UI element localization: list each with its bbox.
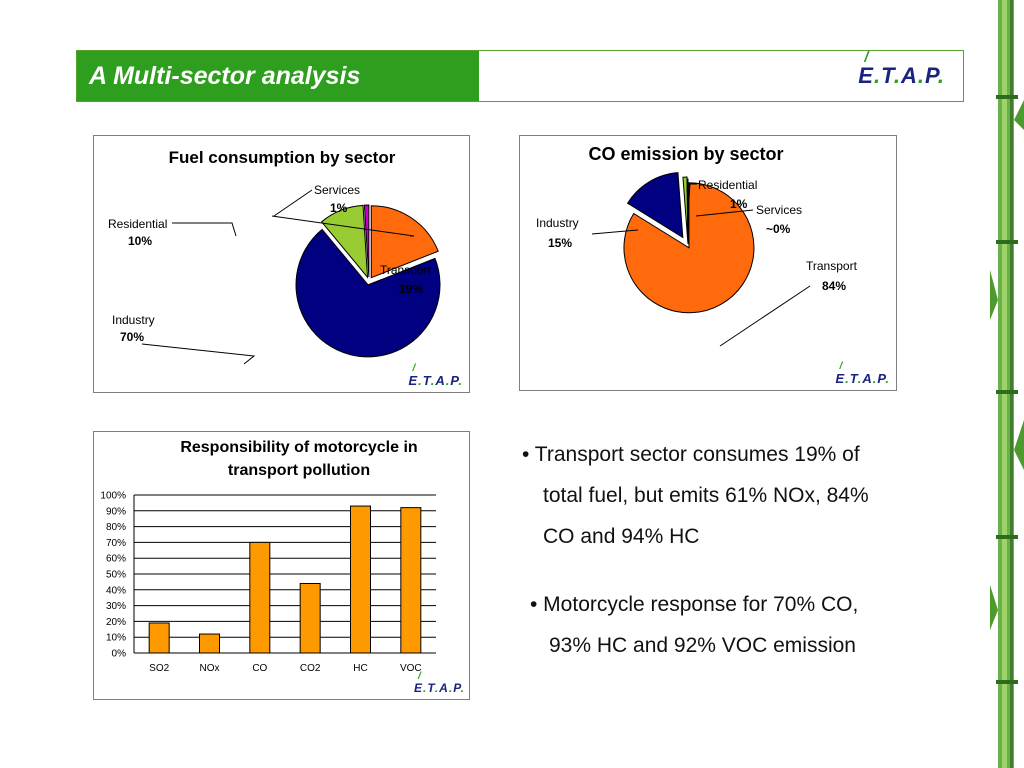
x-tick-label: CO — [252, 663, 267, 674]
slice-value-industry: 15% — [548, 236, 572, 250]
bar-co — [249, 541, 271, 654]
etap-logo: / E.T.A.P. — [858, 49, 945, 88]
chart-title: CO emission by sector — [588, 144, 783, 164]
slice-label-transport: Transport — [806, 259, 858, 273]
x-tick-label: NOx — [200, 663, 220, 674]
slice-label-services: Services — [756, 203, 802, 217]
etap-logo-small: / E.T.A.P. — [414, 671, 465, 695]
y-tick-label: 0% — [112, 649, 127, 660]
y-tick-label: 70% — [106, 538, 126, 549]
etap-logo-small: / E.T.A.P. — [408, 363, 463, 388]
slice-value-services: 1% — [330, 201, 348, 215]
chart-title-line-1: Responsibility of motorcycle in — [180, 439, 417, 456]
etap-logo-small: / E.T.A.P. — [835, 361, 890, 386]
bullet-line: total fuel, but emits 61% NOx, 84% — [543, 484, 869, 507]
slice-value-industry: 70% — [120, 330, 144, 344]
x-tick-label: VOC — [400, 663, 422, 674]
co-emission-pie-chart: CO emission by sector Transport 84% Indu… — [536, 144, 858, 347]
bullet-transport: • Transport sector consumes 19% of total… — [522, 434, 869, 557]
bullet-motorcycle: • Motorcycle response for 70% CO, 93% HC… — [530, 584, 858, 666]
y-tick-label: 30% — [106, 601, 126, 612]
pie-slice-residential — [320, 204, 369, 279]
y-tick-label: 60% — [106, 554, 126, 565]
pie-slice-industry — [626, 172, 684, 239]
slice-label-industry: Industry — [536, 216, 579, 230]
bar-nox — [199, 633, 220, 654]
slice-label-residential: Residential — [108, 217, 167, 231]
bullet-line: 93% HC and 92% VOC emission — [549, 634, 856, 657]
motorcycle-bar-chart: Responsibility of motorcycle in transpor… — [100, 439, 436, 674]
x-tick-label: CO2 — [300, 663, 321, 674]
slice-value-transport: 19% — [399, 282, 423, 296]
pie-slice-residential — [682, 176, 689, 243]
slice-label-residential: Residential — [698, 178, 757, 192]
bullet-line: CO and 94% HC — [543, 525, 700, 548]
bar-voc — [400, 507, 422, 654]
y-tick-label: 50% — [106, 570, 126, 581]
chart-title: Fuel consumption by sector — [169, 148, 396, 167]
pie-slice-industry — [295, 228, 441, 358]
y-tick-label: 80% — [106, 522, 126, 533]
x-tick-label: SO2 — [149, 663, 169, 674]
header-bar: A Multi-sector analysis / E.T.A.P. — [76, 49, 964, 102]
y-tick-label: 90% — [106, 506, 126, 517]
slice-value-services: ~0% — [766, 222, 791, 236]
page-title: A Multi-sector analysis — [77, 51, 479, 101]
fuel-consumption-chart-panel: Fuel consumption by sector Transport 19%… — [93, 135, 470, 393]
bar-hc — [350, 505, 371, 654]
slice-label-industry: Industry — [112, 313, 155, 327]
y-tick-label: 10% — [106, 633, 126, 644]
bar-co2 — [299, 582, 321, 654]
bullet-line: • Transport sector consumes 19% of — [522, 443, 860, 466]
motorcycle-bar-chart-panel: Responsibility of motorcycle in transpor… — [93, 431, 470, 700]
co-emission-chart-panel: CO emission by sector Transport 84% Indu… — [519, 135, 897, 391]
fuel-consumption-pie-chart: Fuel consumption by sector Transport 19%… — [108, 148, 441, 365]
bar-so2 — [148, 622, 170, 654]
pie-slice-services — [363, 204, 370, 278]
slice-label-transport: Transport — [380, 263, 432, 277]
y-tick-label: 40% — [106, 585, 126, 596]
y-tick-label: 100% — [100, 491, 126, 502]
slice-value-transport: 84% — [822, 279, 846, 293]
bullet-line: • Motorcycle response for 70% CO, — [530, 593, 859, 616]
pie-slice-transport — [370, 205, 439, 279]
y-tick-label: 20% — [106, 617, 126, 628]
slice-label-services: Services — [314, 183, 360, 197]
slice-value-residential: 10% — [128, 234, 152, 248]
bamboo-decoration — [990, 0, 1024, 768]
pie-slice-services — [686, 178, 689, 245]
slice-value-residential: 1% — [730, 197, 748, 211]
x-tick-label: HC — [353, 663, 367, 674]
chart-title-line-2: transport pollution — [228, 462, 370, 479]
pie-slice-transport — [623, 182, 755, 314]
